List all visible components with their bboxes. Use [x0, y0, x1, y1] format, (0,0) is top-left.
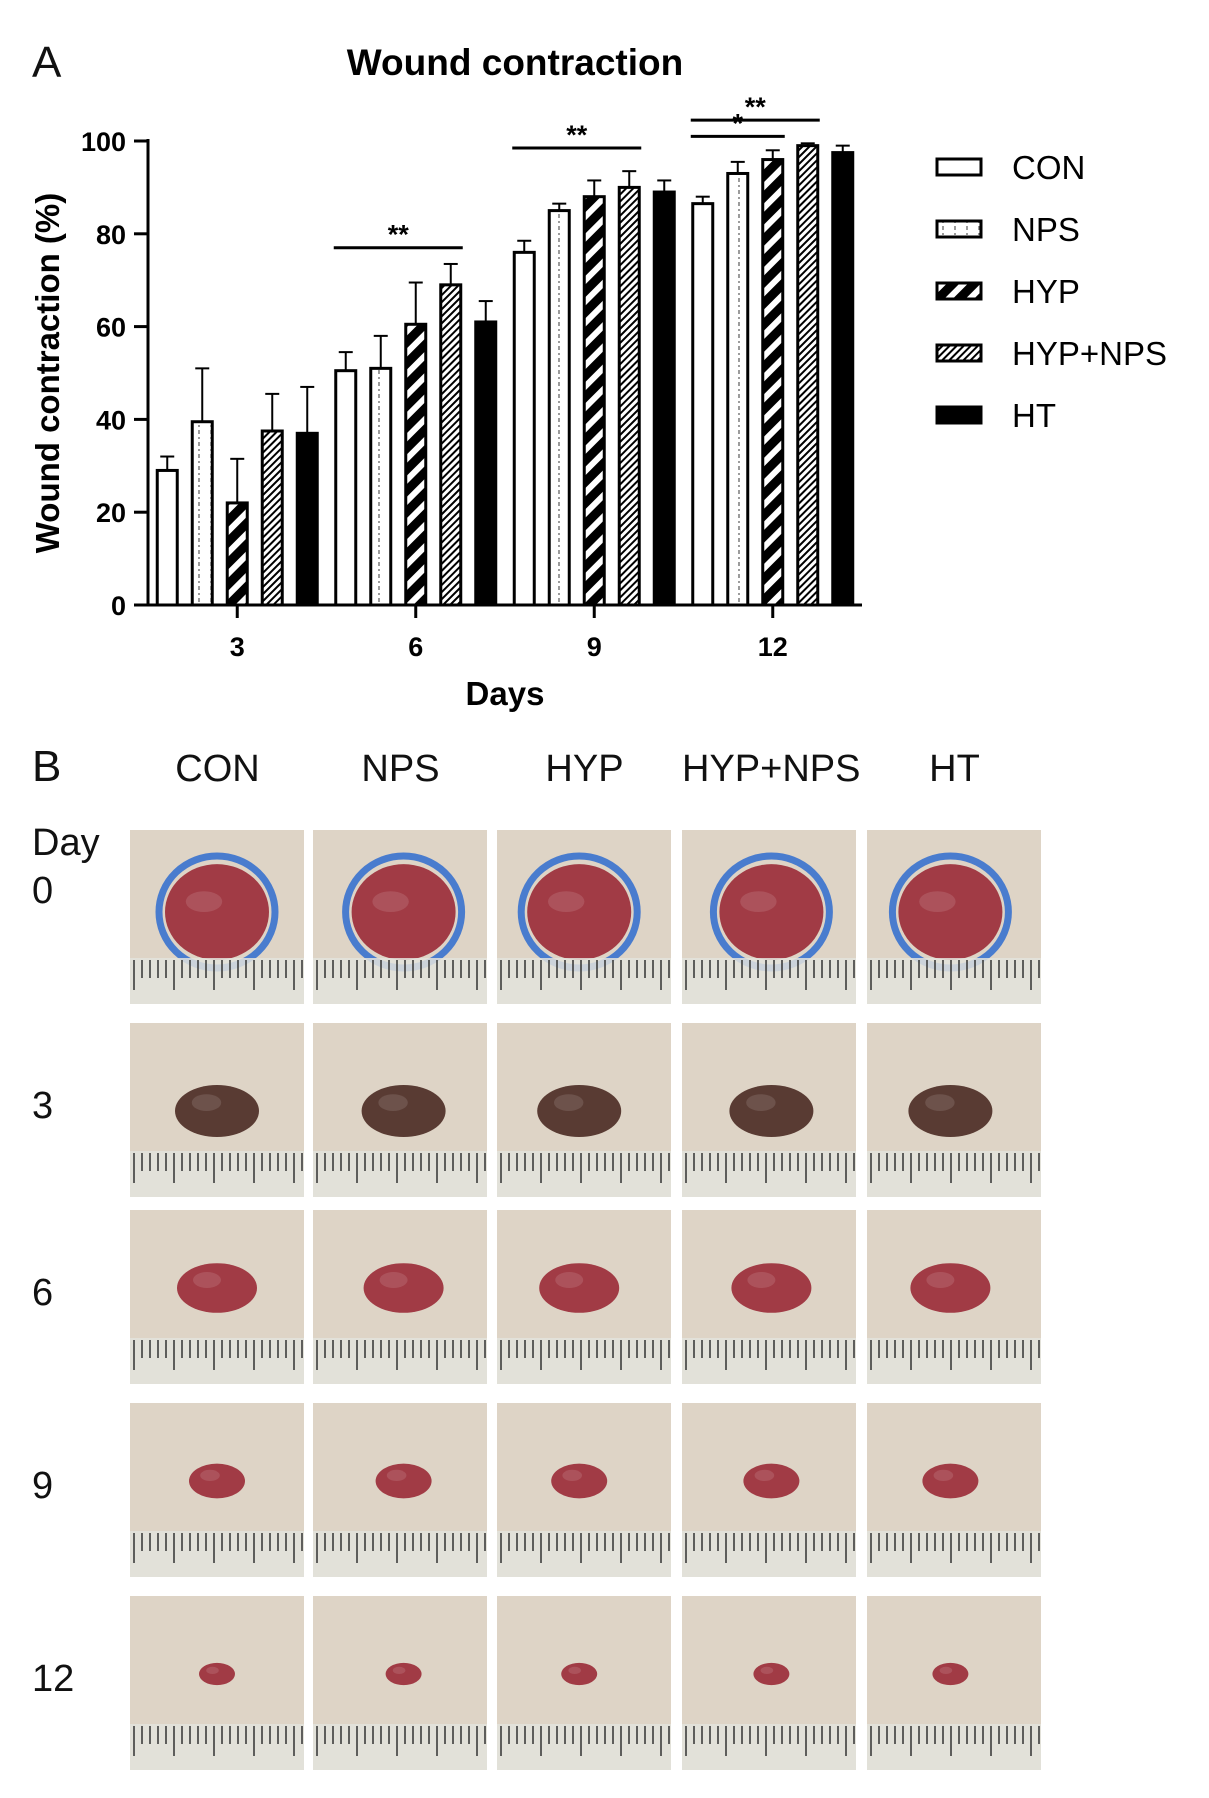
wound-photo — [682, 1403, 856, 1577]
x-tick-label: 12 — [758, 632, 788, 662]
panel-b-label: B — [32, 742, 62, 791]
panel-a-label: A — [32, 38, 62, 87]
legend-label: HT — [1012, 397, 1056, 434]
bar — [439, 283, 463, 607]
wound-photo — [867, 1596, 1041, 1770]
legend-label: NPS — [1012, 211, 1080, 248]
wound-photo — [497, 830, 671, 1004]
wound-photo — [867, 1023, 1041, 1197]
legend-swatch — [935, 405, 983, 425]
bar — [260, 429, 284, 607]
wound-photo — [313, 830, 487, 1004]
wound-photo — [497, 1023, 671, 1197]
x-tick-label: 3 — [230, 632, 245, 662]
wound-photo — [313, 1023, 487, 1197]
wound-photo — [867, 830, 1041, 1004]
group-header: CON — [175, 748, 260, 790]
wound-photo — [497, 1210, 671, 1384]
bar — [761, 158, 785, 607]
x-axis-label: Days — [466, 675, 545, 712]
bar — [155, 468, 179, 607]
bar — [831, 151, 855, 607]
bar — [726, 171, 750, 607]
bar — [225, 501, 249, 607]
legend-label: HYP+NPS — [1012, 335, 1167, 372]
bar — [512, 250, 536, 607]
group-header: NPS — [361, 748, 440, 790]
wound-photo — [682, 1596, 856, 1770]
wound-photo — [313, 1210, 487, 1384]
wound-photo — [867, 1403, 1041, 1577]
wound-photo — [682, 1023, 856, 1197]
bar — [295, 431, 319, 607]
wound-photo — [682, 830, 856, 1004]
legend-swatch — [935, 219, 983, 239]
x-tick-label: 9 — [587, 632, 602, 662]
y-tick-label: 40 — [96, 405, 126, 435]
wound-contraction-chart: Wound contraction 0 20 40 60 80 100 Wound contr… — [29, 42, 1167, 712]
y-axis-label: Wound contraction (%) — [29, 193, 66, 554]
wound-photo — [313, 1403, 487, 1577]
wound-photo — [867, 1210, 1041, 1384]
bar — [190, 420, 214, 607]
bar — [652, 190, 676, 607]
day-label: 12 — [32, 1658, 75, 1700]
wound-photo-panel: B Day CON NPS HYP HYP+NPS HT 0 3 6 9 12 — [0, 740, 1209, 1798]
legend-label: CON — [1012, 149, 1085, 186]
wound-photo — [130, 1210, 304, 1384]
x-tick-label: 6 — [408, 632, 423, 662]
legend-swatch — [935, 157, 983, 177]
group-header: HT — [929, 748, 980, 790]
significance-label: * — [732, 108, 743, 138]
wound-photo — [130, 1596, 304, 1770]
bar — [369, 366, 393, 607]
y-tick-label: 20 — [96, 498, 126, 528]
bar — [582, 195, 606, 607]
wound-photo — [497, 1596, 671, 1770]
bar — [547, 209, 571, 607]
legend-label: HYP — [1012, 273, 1080, 310]
day-label: 0 — [32, 870, 54, 912]
group-header: HYP+NPS — [682, 748, 861, 790]
wound-photo — [130, 830, 304, 1004]
significance-label: ** — [745, 92, 767, 122]
wound-photo — [682, 1210, 856, 1384]
bar — [474, 320, 498, 607]
y-tick-label: 100 — [81, 127, 126, 157]
day-label: 6 — [32, 1272, 54, 1314]
day-label: 3 — [32, 1085, 54, 1127]
bar — [617, 185, 641, 607]
y-tick-label: 80 — [96, 220, 126, 250]
bar — [691, 202, 715, 607]
legend-swatch — [935, 343, 983, 363]
y-tick-label: 60 — [96, 313, 126, 343]
chart-title: Wound contraction — [347, 42, 683, 83]
bar — [796, 144, 820, 607]
wound-photo — [313, 1596, 487, 1770]
day-label: 9 — [32, 1465, 54, 1507]
bar — [334, 369, 358, 607]
wound-photo — [130, 1403, 304, 1577]
y-tick-label: 0 — [111, 591, 126, 621]
legend-swatch — [935, 281, 983, 301]
wound-photo — [497, 1403, 671, 1577]
wound-photo — [130, 1023, 304, 1197]
group-header: HYP — [545, 748, 624, 790]
bar — [404, 322, 428, 607]
significance-label: ** — [388, 220, 410, 250]
significance-label: ** — [566, 120, 588, 150]
day-header: Day — [32, 822, 100, 864]
